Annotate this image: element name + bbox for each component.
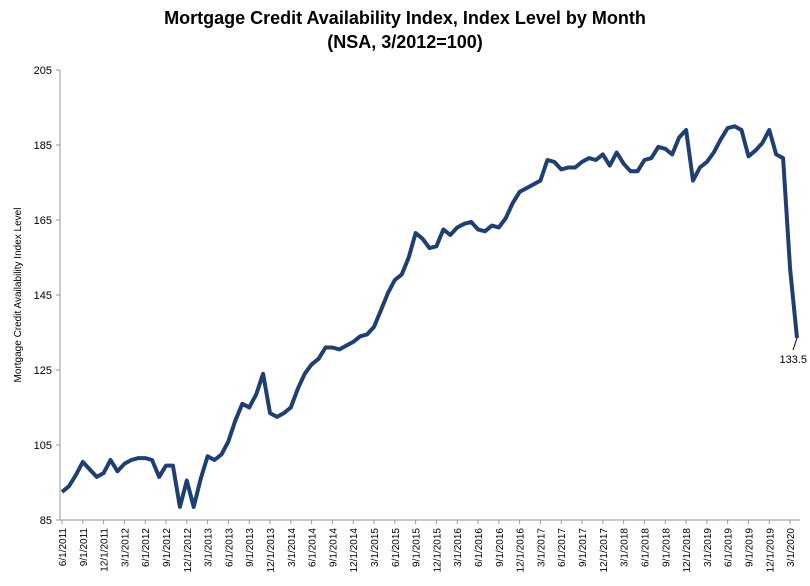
y-tick-label: 105 bbox=[34, 440, 52, 452]
x-tick-label: 6/1/2018 bbox=[640, 528, 651, 567]
x-tick-label: 12/1/2014 bbox=[349, 528, 360, 573]
x-tick-label: 6/1/2019 bbox=[724, 528, 735, 567]
series-line bbox=[60, 124, 799, 509]
x-tick-label: 6/1/2013 bbox=[224, 528, 235, 567]
x-tick-label: 3/1/2020 bbox=[786, 528, 797, 567]
x-tick-label: 12/1/2013 bbox=[266, 528, 277, 573]
y-tick-label: 205 bbox=[34, 65, 52, 77]
x-tick-label: 3/1/2013 bbox=[204, 528, 215, 567]
x-tick-label: 6/1/2016 bbox=[474, 528, 485, 567]
x-tick-label: 9/1/2011 bbox=[79, 528, 90, 567]
x-tick-label: 9/1/2017 bbox=[578, 528, 589, 567]
x-tick-label: 6/1/2017 bbox=[557, 528, 568, 567]
x-tick-label: 9/1/2019 bbox=[744, 528, 755, 567]
x-tick-label: 6/1/2015 bbox=[391, 528, 402, 567]
x-tick-label: 3/1/2017 bbox=[536, 528, 547, 567]
x-tick-label: 12/1/2019 bbox=[765, 528, 776, 573]
y-tick-label: 165 bbox=[34, 215, 52, 227]
x-tick-label: 3/1/2012 bbox=[120, 528, 131, 567]
data-label: 133.5 bbox=[779, 354, 807, 366]
y-tick-label: 185 bbox=[34, 140, 52, 152]
x-tick-label: 12/1/2016 bbox=[516, 528, 527, 573]
x-tick-label: 12/1/2015 bbox=[432, 528, 443, 573]
x-tick-label: 9/1/2016 bbox=[495, 528, 506, 567]
x-tick-label: 3/1/2014 bbox=[287, 528, 298, 567]
y-tick-label: 125 bbox=[34, 365, 52, 377]
x-tick-label: 12/1/2017 bbox=[599, 528, 610, 573]
x-tick-label: 9/1/2013 bbox=[245, 528, 256, 567]
x-tick-label: 3/1/2018 bbox=[620, 528, 631, 567]
x-tick-label: 12/1/2012 bbox=[183, 528, 194, 573]
chart-subtitle: (NSA, 3/2012=100) bbox=[327, 32, 483, 52]
chart-title: Mortgage Credit Availability Index, Inde… bbox=[164, 8, 646, 28]
x-tick-label: 6/1/2011 bbox=[58, 528, 69, 567]
x-tick-label: 9/1/2015 bbox=[412, 528, 423, 567]
label-leader bbox=[792, 337, 798, 351]
y-tick-label: 145 bbox=[34, 290, 52, 302]
x-tick-label: 6/1/2014 bbox=[308, 528, 319, 567]
x-tick-label: 12/1/2018 bbox=[682, 528, 693, 573]
x-tick-label: 3/1/2019 bbox=[703, 528, 714, 567]
x-tick-label: 3/1/2015 bbox=[370, 528, 381, 567]
x-tick-label: 9/1/2018 bbox=[661, 528, 672, 567]
x-tick-label: 9/1/2012 bbox=[162, 528, 173, 567]
x-tick-label: 9/1/2014 bbox=[328, 528, 339, 567]
y-axis-label: Mortgage Credit Availability Index Level bbox=[13, 208, 24, 383]
x-tick-label: 6/1/2012 bbox=[141, 528, 152, 567]
x-tick-label: 3/1/2016 bbox=[453, 528, 464, 567]
x-tick-label: 12/1/2011 bbox=[100, 528, 111, 572]
y-tick-label: 85 bbox=[40, 515, 52, 527]
